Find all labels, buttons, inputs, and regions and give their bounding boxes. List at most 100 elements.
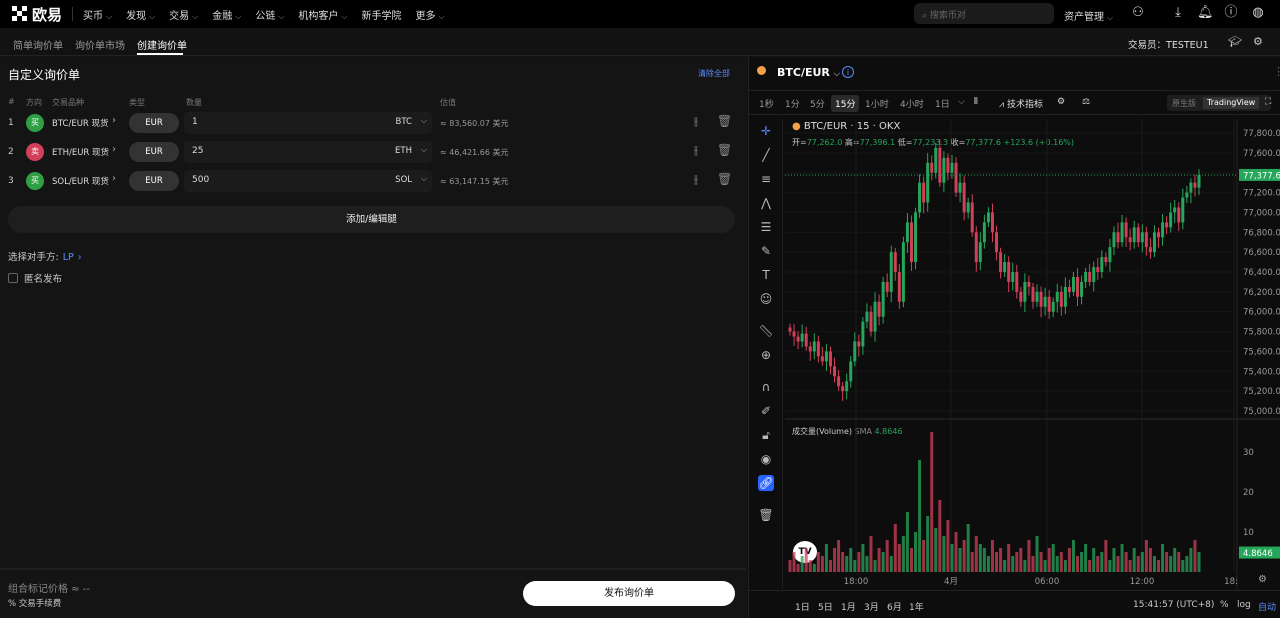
brush-icon[interactable]: ✎	[760, 244, 772, 258]
unit-select[interactable]: BTC	[395, 117, 412, 127]
user-icon[interactable]: ⚇	[1132, 5, 1144, 20]
pitchfork-icon[interactable]: ⋀	[761, 196, 771, 210]
zoom-in-icon[interactable]: ⊕	[760, 348, 772, 362]
help-icon[interactable]: ⓘ	[1224, 5, 1238, 20]
pair-selector[interactable]: BTC/EUR ⌵	[777, 66, 840, 79]
adjust-icon[interactable]: ⫲	[694, 143, 698, 157]
graduation-cap-icon[interactable]: 🎓︎	[1228, 35, 1242, 48]
chevron-right-icon[interactable]: ›	[112, 173, 116, 184]
clear-all-button[interactable]: 清除全部	[698, 69, 730, 78]
lock-drawing-icon[interactable]: ✐	[760, 404, 772, 418]
currency-type-button[interactable]: EUR	[129, 113, 179, 133]
tf-5m[interactable]: 5分	[810, 100, 825, 110]
gear-icon[interactable]: ⚙	[1253, 35, 1263, 48]
chevron-right-icon[interactable]: ›	[112, 115, 116, 126]
counterparty-selector[interactable]: 选择对手方: LP ›	[8, 252, 82, 263]
unit-select[interactable]: ETH	[395, 146, 412, 156]
anonymous-checkbox[interactable]: 匿名发布	[8, 271, 62, 285]
side-badge[interactable]: 卖	[26, 143, 44, 161]
compare-scale-icon[interactable]: ⚖	[1082, 97, 1091, 107]
quantity-input[interactable]: 1 BTC ⌵	[184, 112, 432, 134]
side-badge[interactable]: 买	[26, 114, 44, 132]
menu-icon[interactable]: ⋮	[1273, 65, 1280, 78]
currency-type-button[interactable]: EUR	[129, 142, 179, 162]
chevron-right-icon[interactable]: ›	[112, 144, 116, 155]
instrument[interactable]: ETH/EUR 现货	[52, 148, 110, 158]
percent-toggle[interactable]: %	[1220, 600, 1229, 610]
tab-rfq-market[interactable]: 询价单市场	[75, 41, 125, 52]
tab-create-rfq[interactable]: 创建询价单	[137, 41, 187, 52]
candlestick-chart[interactable]: 77,800.0 77,600.0 77,200.0 77,000.0 76,800.0…	[749, 57, 1280, 590]
range-5d[interactable]: 5日	[818, 603, 833, 613]
nav-finance[interactable]: 金融 ⌵	[212, 10, 242, 22]
adjust-icon[interactable]: ⫲	[694, 114, 698, 128]
chevron-down-icon[interactable]: ⌵	[420, 116, 427, 125]
auto-toggle[interactable]: 自动	[1258, 603, 1277, 613]
download-icon[interactable]: ⤓	[1175, 5, 1181, 20]
lock-icon[interactable]: 🔓︎	[762, 428, 770, 442]
mode-native[interactable]: 原生版	[1172, 99, 1196, 108]
trash-icon[interactable]: 🗑︎	[717, 172, 733, 186]
trading-fee-link[interactable]: % 交易手续费	[8, 599, 62, 609]
currency-type-button[interactable]: EUR	[129, 171, 179, 191]
tf-1s[interactable]: 1秒	[759, 100, 774, 110]
trash-icon[interactable]: 🗑︎	[717, 143, 733, 157]
ruler-icon[interactable]: 📏︎	[758, 324, 774, 338]
chart-settings-gear-icon[interactable]: ⚙	[1057, 97, 1066, 107]
parallel-lines-icon[interactable]: ≡	[760, 172, 772, 186]
range-3m[interactable]: 3月	[864, 603, 879, 613]
nav-more[interactable]: 更多 ⌵	[415, 10, 445, 22]
tf-more-chevron-icon[interactable]: ⌵	[958, 97, 965, 107]
text-icon[interactable]: T	[762, 268, 770, 282]
range-1m[interactable]: 1月	[841, 603, 856, 613]
nav-academy[interactable]: 新手学院	[361, 10, 402, 22]
tf-1h[interactable]: 1小时	[865, 100, 889, 110]
nav-trade[interactable]: 交易 ⌵	[169, 10, 199, 22]
nav-institutional[interactable]: 机构客户 ⌵	[298, 10, 348, 22]
nav-chain[interactable]: 公链 ⌵	[255, 10, 285, 22]
add-edit-leg-button[interactable]: 添加/编辑腿	[8, 206, 735, 233]
chevron-down-icon[interactable]: ⌵	[420, 174, 427, 183]
indicators-button[interactable]: ⩘ 技术指标	[999, 100, 1043, 110]
trash-icon[interactable]: 🗑︎	[758, 508, 774, 522]
eye-icon[interactable]: ◉	[760, 452, 772, 466]
tf-1m[interactable]: 1分	[785, 100, 800, 110]
publish-rfq-button[interactable]: 发布询价单	[523, 581, 735, 606]
fullscreen-icon[interactable]: ⛶	[1265, 97, 1272, 107]
fib-icon[interactable]: ☰	[760, 220, 772, 234]
bell-icon[interactable]: 🔔︎	[1197, 5, 1214, 20]
trend-line-icon[interactable]: ╱	[762, 148, 770, 162]
crosshair-icon[interactable]: ✛	[760, 124, 772, 138]
range-1y[interactable]: 1年	[909, 603, 924, 613]
range-6m[interactable]: 6月	[887, 603, 902, 613]
search-input[interactable]: ⌕ 搜索币对	[914, 3, 1054, 24]
quantity-input[interactable]: 25 ETH ⌵	[184, 141, 432, 163]
side-badge[interactable]: 买	[26, 172, 44, 190]
log-toggle[interactable]: log	[1237, 600, 1251, 610]
tf-4h[interactable]: 4小时	[900, 100, 924, 110]
globe-icon[interactable]: ◍	[1252, 5, 1264, 20]
info-icon[interactable]: i	[842, 66, 854, 78]
magnet-icon[interactable]: ∩	[761, 380, 771, 394]
nav-buy[interactable]: 买币 ⌵	[83, 10, 113, 22]
nav-discover[interactable]: 发现 ⌵	[126, 10, 156, 22]
candle-type-icon[interactable]: ⫴	[974, 97, 978, 107]
axis-settings-gear-icon[interactable]: ⚙	[1258, 574, 1267, 585]
trash-icon[interactable]: 🗑︎	[717, 114, 733, 128]
mode-tradingview[interactable]: TradingView	[1203, 97, 1260, 109]
tf-1d[interactable]: 1日	[935, 100, 950, 110]
chevron-down-icon[interactable]: ⌵	[420, 145, 427, 154]
brand-logo[interactable]: 欧易	[12, 4, 62, 25]
link-icon[interactable]: 🔗︎	[758, 475, 774, 491]
quantity-input[interactable]: 500 SOL ⌵	[184, 170, 432, 192]
tab-simple-rfq[interactable]: 简单询价单	[13, 41, 63, 52]
unit-select[interactable]: SOL	[395, 175, 412, 185]
emoji-icon[interactable]: ☺	[759, 292, 773, 306]
y-tick-label: 75,200.0	[1243, 387, 1280, 397]
instrument[interactable]: BTC/EUR 现货	[52, 119, 109, 129]
instrument[interactable]: SOL/EUR 现货	[52, 177, 109, 187]
range-1d[interactable]: 1日	[795, 603, 810, 613]
adjust-icon[interactable]: ⫲	[694, 172, 698, 186]
tf-15m[interactable]: 15分	[831, 95, 860, 112]
assets-menu[interactable]: 资产管理 ⌵	[1064, 12, 1114, 23]
